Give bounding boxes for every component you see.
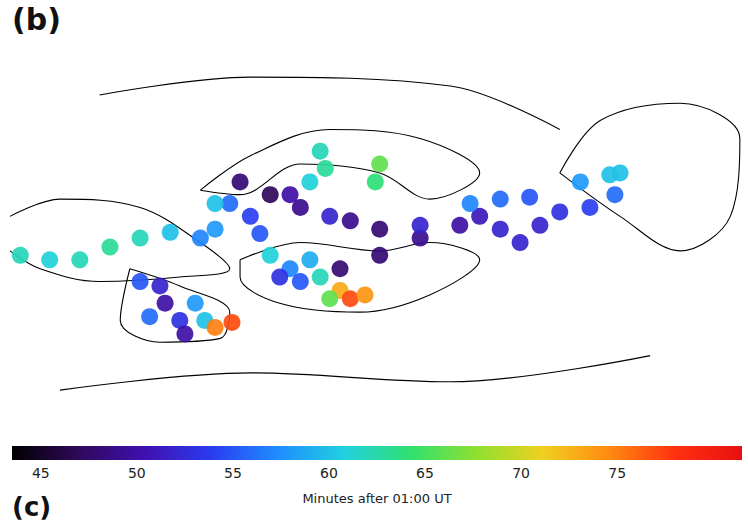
svg-text:60: 60 (320, 465, 338, 481)
svg-text:45: 45 (32, 465, 50, 481)
svg-text:55: 55 (224, 465, 242, 481)
svg-text:(c): (c) (12, 492, 51, 522)
svg-text:75: 75 (608, 465, 626, 481)
svg-text:50: 50 (128, 465, 146, 481)
svg-text:Minutes after 01:00 UT: Minutes after 01:00 UT (302, 491, 451, 506)
svg-text:70: 70 (512, 465, 530, 481)
svg-text:65: 65 (416, 465, 434, 481)
svg-text:(b): (b) (12, 2, 61, 37)
